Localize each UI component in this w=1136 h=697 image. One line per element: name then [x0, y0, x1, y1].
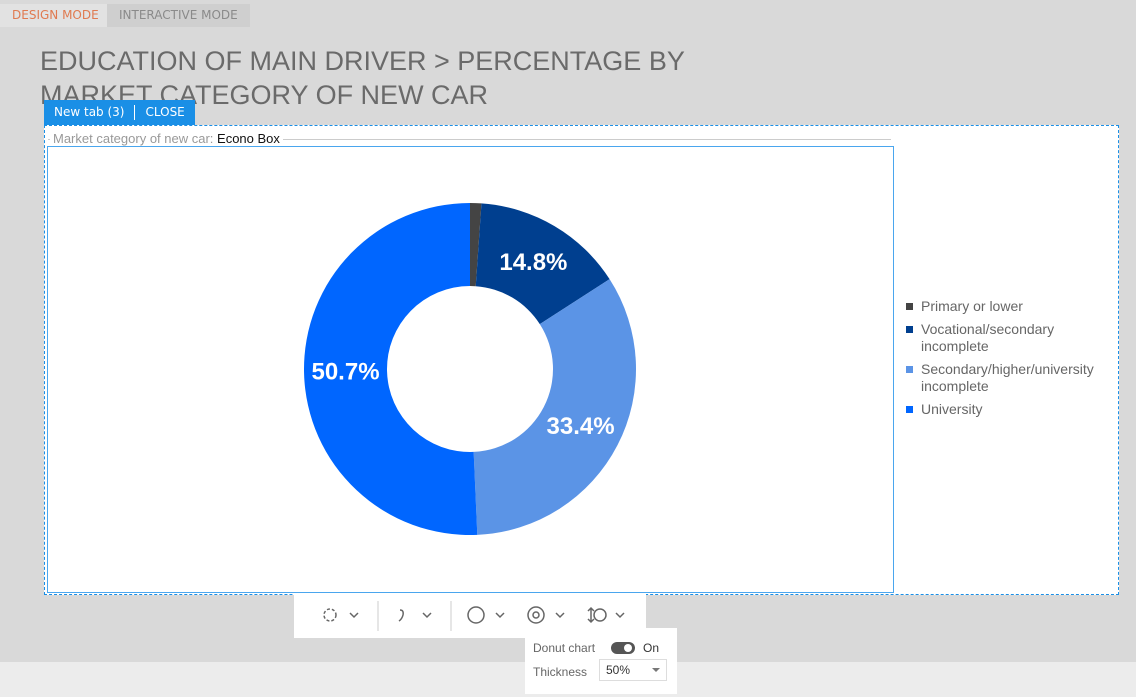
thickness-label: Thickness: [533, 665, 588, 679]
dropdown[interactable]: [349, 612, 359, 619]
thickness-select[interactable]: 50%: [599, 659, 667, 681]
tab-name[interactable]: New tab (3): [54, 105, 125, 119]
donut-chart: 14.8% 33.4% 50.7%: [304, 203, 636, 535]
donut-label: Donut chart: [533, 641, 596, 655]
thickness-value: 50%: [606, 663, 631, 677]
slice-label: 50.7%: [311, 359, 379, 386]
donut-slice: [475, 203, 610, 325]
gauge-icon[interactable]: [467, 606, 485, 624]
toggle[interactable]: [611, 642, 635, 654]
dropdown[interactable]: [555, 612, 565, 619]
filter: Market category of new car: Econo Box: [50, 131, 283, 146]
donut-slice: [473, 279, 636, 535]
legend-item[interactable]: Secondary/higher/university incomplete: [906, 361, 1106, 395]
legend-label: Primary or lower: [921, 298, 1023, 314]
legend-item[interactable]: Vocational/secondary incomplete: [906, 321, 1106, 355]
dropdown[interactable]: [495, 612, 505, 619]
toolbar-icons: [323, 601, 625, 631]
widget-tab: New tab (3) CLOSE: [44, 100, 195, 125]
slice-label: 14.8%: [499, 249, 567, 276]
slice-label: 33.4%: [547, 413, 615, 440]
legend-label: University: [921, 401, 983, 417]
dropdown[interactable]: [422, 612, 432, 619]
legend-label: Secondary/higher/university incomplete: [921, 361, 1094, 394]
legend-item[interactable]: Primary or lower: [906, 298, 1106, 315]
donut-icon[interactable]: [527, 606, 545, 624]
design-mode-tab[interactable]: DESIGN MODE: [0, 4, 111, 27]
legend-swatch: [906, 406, 913, 413]
donut-slice: [470, 203, 482, 287]
separator: [134, 105, 136, 120]
donut-slice: [304, 203, 478, 535]
legend-label: Vocational/secondary incomplete: [921, 321, 1055, 354]
toggle-state: On: [643, 641, 660, 655]
donut-popup: Donut chart On Thickness 50%: [525, 628, 677, 694]
dropdown[interactable]: [615, 612, 625, 619]
palette-icon[interactable]: [323, 608, 337, 622]
filter-line: [48, 139, 891, 140]
dropdown: [652, 668, 660, 672]
close-button[interactable]: CLOSE: [145, 105, 185, 119]
filter-value: Econo Box: [217, 131, 280, 146]
legend: Primary or lower Vocational/secondary inc…: [906, 298, 1106, 424]
size-icon[interactable]: [587, 606, 595, 624]
legend-swatch: [906, 326, 913, 333]
label-icon[interactable]: [398, 609, 404, 622]
filter-label: Market category of new car:: [53, 131, 214, 146]
interactive-mode-tab[interactable]: INTERACTIVE MODE: [107, 4, 250, 27]
chart-frame: [47, 146, 894, 593]
legend-item[interactable]: University: [906, 401, 1106, 418]
legend-swatch: [906, 366, 913, 373]
legend-swatch: [906, 303, 913, 310]
